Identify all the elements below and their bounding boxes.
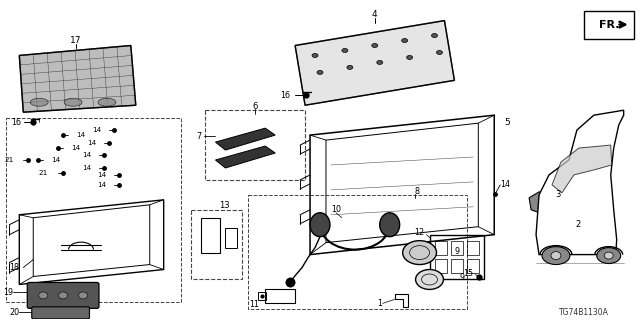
Bar	[225, 228, 237, 248]
Text: 7: 7	[196, 132, 202, 140]
Text: 16: 16	[12, 118, 21, 127]
Text: 17: 17	[70, 36, 82, 45]
Text: 21: 21	[39, 170, 48, 176]
Ellipse shape	[377, 60, 383, 64]
Text: 20: 20	[9, 308, 19, 317]
Ellipse shape	[64, 98, 82, 106]
Text: 14: 14	[82, 165, 91, 171]
Text: 1: 1	[377, 299, 381, 308]
Bar	[265, 289, 295, 303]
Bar	[429, 235, 484, 279]
Text: 11: 11	[250, 300, 259, 309]
Polygon shape	[295, 20, 454, 105]
Text: 9: 9	[454, 247, 460, 256]
FancyBboxPatch shape	[32, 307, 90, 319]
Text: 6: 6	[253, 102, 258, 111]
Ellipse shape	[59, 292, 68, 299]
Ellipse shape	[403, 241, 436, 265]
Text: 16: 16	[280, 91, 290, 100]
Text: FR.: FR.	[599, 20, 620, 29]
Polygon shape	[536, 110, 623, 255]
Text: TG74B1130A: TG74B1130A	[559, 308, 609, 317]
Text: 14: 14	[92, 127, 101, 133]
Bar	[191, 210, 243, 279]
Ellipse shape	[604, 252, 613, 259]
Ellipse shape	[436, 51, 442, 54]
Text: 14: 14	[51, 157, 60, 163]
Ellipse shape	[415, 269, 444, 289]
Text: 21: 21	[4, 157, 13, 163]
Text: 8: 8	[415, 188, 420, 196]
Text: 2: 2	[576, 220, 581, 229]
Bar	[451, 259, 463, 273]
Ellipse shape	[542, 247, 570, 265]
Ellipse shape	[551, 252, 561, 260]
Text: 14: 14	[97, 182, 106, 188]
Text: 14: 14	[500, 180, 510, 189]
Ellipse shape	[98, 98, 116, 106]
Bar	[205, 110, 305, 180]
Text: 10: 10	[331, 205, 341, 214]
Polygon shape	[551, 212, 572, 238]
Text: 12: 12	[415, 228, 424, 237]
Polygon shape	[216, 128, 275, 150]
Polygon shape	[552, 145, 612, 193]
Ellipse shape	[380, 213, 399, 237]
Ellipse shape	[342, 49, 348, 52]
Ellipse shape	[312, 53, 318, 58]
Text: 14: 14	[71, 145, 81, 151]
Text: 15: 15	[463, 269, 474, 278]
Bar	[6, 118, 180, 302]
Bar	[584, 11, 634, 38]
Ellipse shape	[310, 213, 330, 237]
Text: 4: 4	[372, 10, 378, 19]
Ellipse shape	[317, 70, 323, 74]
Text: 14: 14	[87, 140, 96, 146]
Polygon shape	[216, 146, 275, 168]
Text: 14: 14	[82, 152, 91, 158]
Text: 14: 14	[97, 172, 106, 178]
Ellipse shape	[596, 248, 621, 264]
Text: 9: 9	[460, 273, 465, 282]
Ellipse shape	[30, 98, 48, 106]
Bar	[467, 259, 479, 273]
Text: 19: 19	[3, 288, 13, 297]
Ellipse shape	[347, 65, 353, 69]
Text: 18: 18	[10, 263, 19, 272]
Ellipse shape	[39, 292, 48, 299]
Polygon shape	[529, 192, 551, 214]
Ellipse shape	[79, 292, 88, 299]
Bar	[467, 241, 479, 255]
Polygon shape	[19, 45, 136, 112]
Bar	[435, 259, 447, 273]
Bar	[451, 241, 463, 255]
Bar	[248, 195, 467, 309]
Bar	[259, 292, 266, 300]
Ellipse shape	[431, 34, 438, 37]
Text: 3: 3	[555, 190, 561, 199]
Text: 14: 14	[76, 132, 85, 138]
Bar	[435, 241, 447, 255]
FancyBboxPatch shape	[28, 283, 99, 308]
Bar	[200, 218, 220, 252]
Text: 5: 5	[504, 118, 510, 127]
Ellipse shape	[372, 44, 378, 47]
Ellipse shape	[402, 38, 408, 43]
Ellipse shape	[406, 55, 413, 60]
Text: 13: 13	[219, 201, 230, 210]
